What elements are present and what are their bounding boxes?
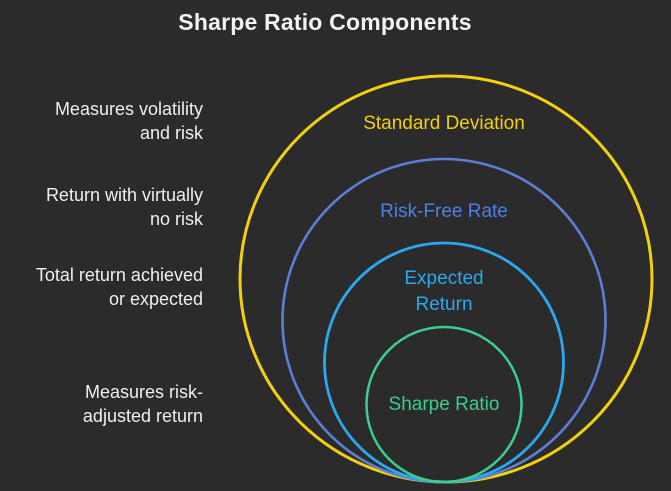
label-sharpe-ratio: Sharpe Ratio <box>388 394 500 415</box>
description-standard-deviation: Measures volatility and risk <box>54 99 203 143</box>
label-standard-deviation: Standard Deviation <box>363 113 525 134</box>
page-title: Sharpe Ratio Components <box>178 9 472 35</box>
description-risk-free-rate: Return with virtually no risk <box>45 185 203 229</box>
label-risk-free-rate: Risk-Free Rate <box>380 201 508 222</box>
description-expected-return: Total return achieved or expected <box>35 265 203 309</box>
description-sharpe-ratio: Measures risk- adjusted return <box>82 382 203 426</box>
sharpe-ratio-ring <box>365 325 523 484</box>
label-expected-return: Expected Return <box>404 268 484 315</box>
